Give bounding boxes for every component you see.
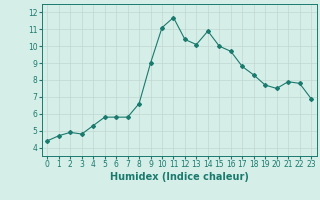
X-axis label: Humidex (Indice chaleur): Humidex (Indice chaleur) xyxy=(110,172,249,182)
